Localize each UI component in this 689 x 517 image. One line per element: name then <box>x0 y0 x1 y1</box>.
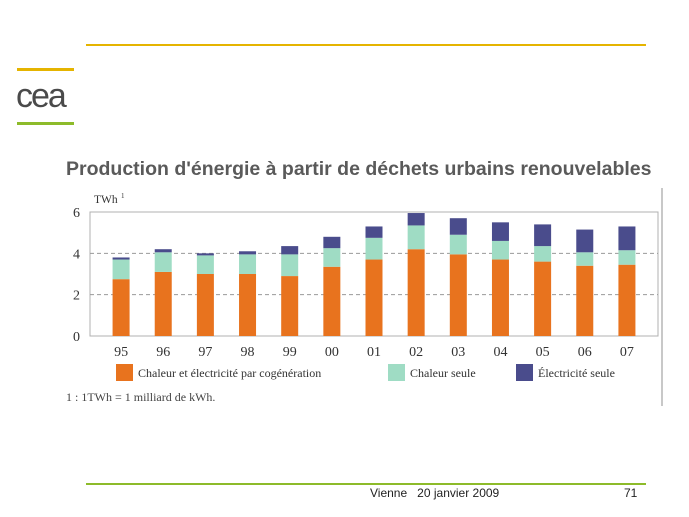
bar-segment <box>449 254 467 336</box>
y-axis-label-superscript: 1 <box>121 192 125 200</box>
bar-segment <box>239 251 257 255</box>
bar-segment <box>323 248 341 267</box>
cea-logo: cea <box>16 68 76 128</box>
chart: 0 2 4 6 TWh 1 95 96 97 98 99 00 01 02 03 04 05 06 07 Chale… <box>58 188 664 410</box>
bar-segment <box>534 246 552 262</box>
footer-date: 20 janvier 2009 <box>417 486 500 500</box>
bar-segment <box>407 213 425 226</box>
bar-segment <box>618 226 636 251</box>
bar-segment <box>491 222 509 241</box>
chart-footnote: 1 : 1TWh = 1 milliard de kWh. <box>66 390 216 404</box>
bar-segment <box>323 236 341 249</box>
bar-segment <box>196 255 214 274</box>
bar-segment <box>534 224 552 247</box>
x-tick-label: 95 <box>114 345 128 360</box>
bar-segment <box>365 237 383 260</box>
legend-label: Électricité seule <box>538 366 615 380</box>
x-tick-label: 07 <box>620 345 634 360</box>
legend-swatch <box>516 364 533 381</box>
x-tick-label: 00 <box>325 345 339 360</box>
y-axis-label: TWh <box>94 194 118 206</box>
footer-location: Vienne <box>370 486 408 500</box>
chart-right-border <box>661 188 663 406</box>
bar-segment <box>154 271 172 336</box>
chart-title: Production d'énergie à partir de déchets… <box>66 158 652 180</box>
x-tick-label: 06 <box>578 345 592 360</box>
legend-label: Chaleur et électricité par cogénération <box>138 366 321 380</box>
footer-text: Vienne 20 janvier 2009 <box>370 486 499 500</box>
bar-segment <box>576 252 594 266</box>
bar-segment <box>154 252 172 272</box>
legend-swatch <box>116 364 133 381</box>
top-divider <box>86 44 646 46</box>
x-tick-label: 04 <box>493 345 507 360</box>
x-tick-label: 05 <box>536 345 550 360</box>
y-tick-label: 2 <box>73 289 80 304</box>
y-tick-label: 4 <box>73 247 80 262</box>
bar-segment <box>534 261 552 336</box>
y-tick-label: 0 <box>73 330 80 345</box>
logo-green-bar <box>17 122 74 125</box>
bar-segment <box>491 259 509 336</box>
legend-label: Chaleur seule <box>410 366 476 380</box>
bar-segment <box>491 240 509 260</box>
bar-segment <box>449 218 467 235</box>
logo-text: cea <box>16 77 67 115</box>
bar-segment <box>365 226 383 238</box>
bar-segment <box>618 250 636 265</box>
y-tick-label: 6 <box>73 206 80 221</box>
bar-segment <box>239 254 257 274</box>
x-tick-label: 98 <box>241 345 255 360</box>
bar-segment <box>576 265 594 336</box>
bar-segment <box>112 279 130 336</box>
bar-segment <box>449 234 467 255</box>
bottom-divider <box>86 483 646 485</box>
bar-segment <box>281 254 299 277</box>
bar-segment <box>281 246 299 255</box>
x-tick-label: 97 <box>198 345 212 360</box>
x-tick-label: 03 <box>451 345 465 360</box>
x-tick-label: 96 <box>156 345 170 360</box>
bar-segment <box>407 249 425 336</box>
bar-segment <box>196 274 214 336</box>
x-tick-label: 99 <box>283 345 297 360</box>
bar-segment <box>154 249 172 253</box>
bar-segment <box>407 225 425 250</box>
logo-yellow-bar <box>17 68 74 71</box>
x-tick-label: 01 <box>367 345 381 360</box>
legend-swatch <box>388 364 405 381</box>
bar-segment <box>365 259 383 336</box>
page-number: 71 <box>624 486 638 500</box>
bar-segment <box>576 229 594 253</box>
bar-segment <box>281 276 299 336</box>
x-tick-label: 02 <box>409 345 423 360</box>
bar-segment <box>323 266 341 336</box>
bar-segment <box>112 257 130 260</box>
bar-segment <box>618 264 636 336</box>
bar-segment <box>112 259 130 280</box>
bar-segment <box>196 253 214 256</box>
bar-segment <box>239 274 257 336</box>
